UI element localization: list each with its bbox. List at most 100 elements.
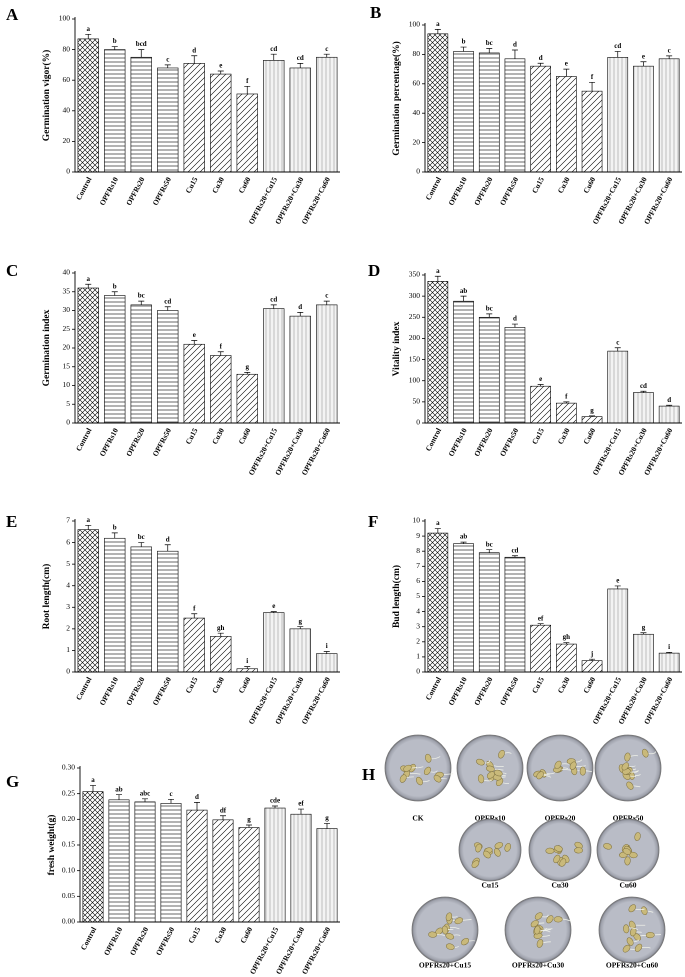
significance-letter: f (193, 604, 196, 612)
error-bar (323, 651, 330, 654)
bar (556, 402, 577, 424)
seed (569, 761, 577, 770)
y-tick-label: 5 (66, 399, 70, 408)
panel-letter: C (6, 261, 18, 280)
significance-letter: i (246, 657, 248, 665)
dish-label: OPFRs20+Cu15 (419, 961, 471, 970)
y-tick-label: 30 (63, 305, 71, 314)
x-tick-label: Cu60 (237, 175, 253, 195)
x-tick-label: OPFRs10 (98, 175, 121, 207)
significance-letter: ab (460, 533, 468, 541)
significance-letter: d (667, 396, 671, 404)
bar (633, 65, 654, 173)
x-tick-label: Control (424, 176, 444, 202)
x-tick-label: OPFRs20 (472, 675, 495, 707)
y-tick-label: 20 (413, 137, 421, 146)
y-tick-label: 9 (416, 531, 420, 540)
error-bar (563, 68, 570, 77)
bar (238, 827, 260, 923)
y-tick-label: 0.30 (62, 763, 75, 772)
seed (623, 924, 630, 934)
petri-dish (594, 734, 662, 802)
y-tick-label: 10 (413, 516, 421, 525)
bar (581, 416, 603, 424)
bar (453, 543, 474, 673)
y-tick-label: 200 (409, 333, 421, 342)
error-bar (666, 404, 673, 407)
x-tick-label: OPFRs10 (98, 426, 121, 458)
y-tick-label: 50 (413, 397, 421, 406)
axes (74, 17, 340, 173)
x-tick-label: OPFRs10 (446, 175, 469, 207)
seed (645, 932, 655, 939)
significance-letter: ab (460, 287, 468, 295)
seed (626, 937, 634, 946)
error-bar (486, 549, 493, 553)
error-bar (434, 528, 441, 534)
y-tick-label: 0.15 (62, 840, 75, 849)
x-tick-label: Cu15 (530, 675, 546, 695)
x-tick-label: OPFRs20 (472, 426, 495, 458)
panel-letter: D (368, 261, 380, 280)
petri-dish (384, 734, 454, 802)
significance-letter: c (325, 292, 328, 300)
petri-dish (458, 818, 522, 882)
error-bar (666, 55, 673, 59)
y-tick-label: 80 (413, 49, 421, 58)
dish-label: OPFRs20 (545, 814, 576, 823)
seed (574, 847, 583, 854)
x-tick-label: Cu30 (210, 675, 226, 695)
error-bar (168, 798, 174, 804)
y-tick-label: 5 (66, 559, 70, 568)
significance-letter: b (462, 38, 466, 46)
y-tick-label: 100 (409, 375, 421, 384)
panel-letter: B (370, 3, 381, 22)
x-tick-label: Cu30 (212, 925, 228, 945)
x-tick-label: OPFRs50 (498, 175, 521, 207)
error-bar (220, 815, 226, 820)
y-axis-label: Bud length(cm) (391, 565, 402, 628)
dish-label: CK (412, 814, 423, 823)
bar (77, 38, 99, 173)
dish-label: OPFRs50 (613, 814, 644, 823)
bar (556, 643, 577, 673)
error-bar (486, 313, 493, 318)
significance-letter: bc (138, 292, 145, 300)
dish-label: OPFRs10 (475, 814, 506, 823)
error-bar (246, 824, 252, 828)
y-tick-label: 3 (416, 621, 420, 630)
x-tick-label: OPFRs50 (151, 175, 174, 207)
error-bar (111, 46, 118, 50)
significance-letter: c (166, 56, 169, 64)
error-bar (217, 632, 224, 637)
error-bar (640, 632, 647, 635)
petri-dish (598, 896, 666, 964)
seed (603, 843, 612, 850)
y-tick-label: 6 (66, 537, 70, 546)
significance-letter: a (87, 25, 91, 33)
bar (658, 652, 680, 673)
x-tick-label: OPFRs20 (128, 925, 151, 957)
error-bar (111, 291, 118, 296)
significance-letter: bc (486, 540, 493, 548)
significance-letter: i (668, 643, 670, 651)
x-tick-label: OPFRs50 (154, 925, 177, 957)
bar (157, 310, 179, 424)
significance-letter: f (591, 73, 594, 81)
significance-letter: d (166, 535, 170, 543)
x-tick-label: Cu15 (186, 925, 202, 945)
petri-dish (411, 896, 479, 964)
seed (622, 848, 632, 855)
seed (399, 774, 407, 783)
seed (630, 927, 637, 937)
seed (425, 753, 432, 763)
seed (534, 912, 543, 920)
petri-dish (526, 734, 594, 802)
significance-letter: e (272, 602, 275, 610)
bar (183, 343, 205, 424)
bar (82, 791, 104, 923)
seed (475, 843, 482, 853)
error-bar (164, 64, 171, 68)
significance-letter: d (195, 793, 199, 801)
